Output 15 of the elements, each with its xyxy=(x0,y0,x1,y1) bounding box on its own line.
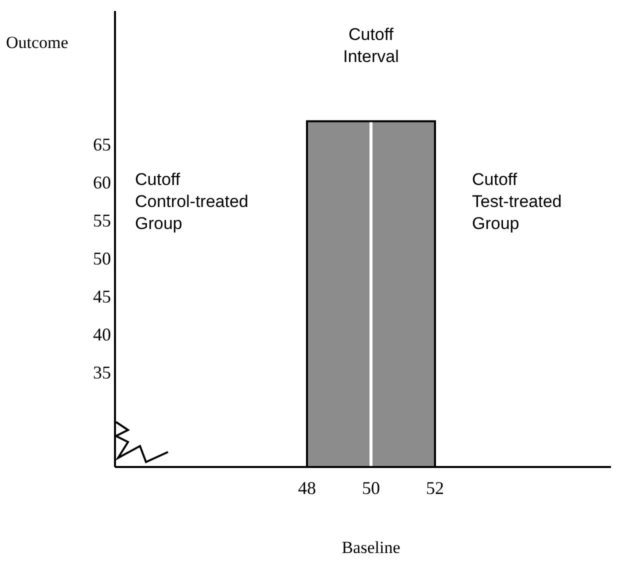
y-tick-label: 45 xyxy=(93,286,111,306)
x-tick-label: 50 xyxy=(362,478,380,498)
x-tick-label: 52 xyxy=(426,478,444,498)
annotation: Cutoff Test-treated Group xyxy=(472,170,562,233)
y-tick-label: 50 xyxy=(93,248,111,268)
y-axis-title: Outcome xyxy=(6,33,68,52)
annotation: Cutoff Control-treated Group xyxy=(135,170,248,233)
y-tick-label: 35 xyxy=(93,362,111,382)
annotation: Cutoff Interval xyxy=(343,25,399,66)
x-tick-label: 48 xyxy=(298,478,316,498)
y-tick-label: 40 xyxy=(93,324,111,344)
x-axis-title: Baseline xyxy=(342,538,400,557)
y-tick-label: 60 xyxy=(93,172,111,192)
y-tick-label: 55 xyxy=(93,210,111,230)
y-tick-label: 65 xyxy=(93,134,111,154)
